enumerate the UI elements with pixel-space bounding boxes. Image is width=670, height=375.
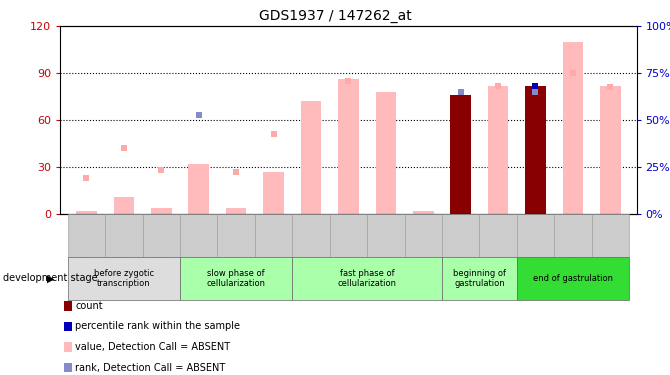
Bar — [525, 86, 546, 214]
Text: before zygotic
transcription: before zygotic transcription — [94, 269, 154, 288]
Text: development stage: development stage — [3, 273, 98, 284]
Text: rank, Detection Call = ABSENT: rank, Detection Call = ABSENT — [75, 363, 225, 372]
Text: count: count — [75, 301, 103, 310]
Bar — [226, 207, 247, 214]
Bar — [338, 80, 358, 214]
Bar — [263, 172, 284, 214]
Text: ▶: ▶ — [48, 273, 55, 284]
Text: end of gastrulation: end of gastrulation — [533, 274, 613, 283]
Bar — [563, 42, 583, 214]
Text: beginning of
gastrulation: beginning of gastrulation — [453, 269, 506, 288]
Bar — [600, 86, 620, 214]
Bar — [301, 101, 322, 214]
Bar — [114, 196, 134, 214]
Bar — [488, 86, 509, 214]
Text: fast phase of
cellularization: fast phase of cellularization — [338, 269, 397, 288]
Bar — [188, 164, 209, 214]
Text: slow phase of
cellularization: slow phase of cellularization — [206, 269, 265, 288]
Text: GDS1937 / 147262_at: GDS1937 / 147262_at — [259, 9, 411, 23]
Bar — [76, 211, 96, 214]
Text: percentile rank within the sample: percentile rank within the sample — [75, 321, 240, 331]
Bar — [375, 92, 396, 214]
Bar — [413, 211, 433, 214]
Bar — [151, 207, 172, 214]
Text: value, Detection Call = ABSENT: value, Detection Call = ABSENT — [75, 342, 230, 352]
Bar — [450, 95, 471, 214]
